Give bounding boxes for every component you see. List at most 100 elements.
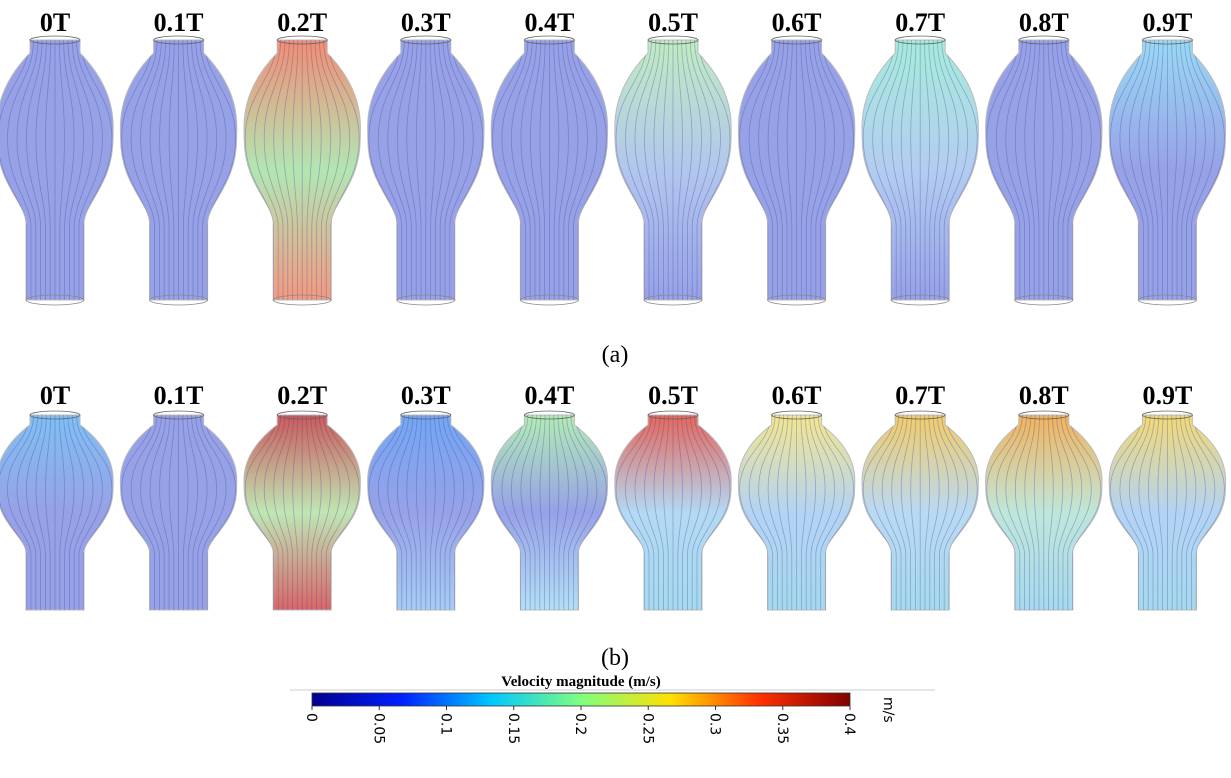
vessel-rim xyxy=(153,35,205,45)
streamline xyxy=(644,415,661,610)
streamline xyxy=(377,415,405,610)
colorbar-tick-label: 0.25 xyxy=(639,713,655,744)
streamline xyxy=(149,40,167,300)
streamline xyxy=(199,40,227,300)
streamline xyxy=(1014,415,1032,610)
vessel xyxy=(861,414,979,611)
streamline xyxy=(1024,415,1036,610)
vessel xyxy=(737,414,856,611)
streamline xyxy=(1060,40,1083,300)
streamline xyxy=(45,415,52,610)
streamline xyxy=(58,40,65,300)
streamline xyxy=(292,40,299,300)
time-label: 0.5T xyxy=(648,381,698,410)
streamline xyxy=(748,40,776,300)
streamline xyxy=(16,40,39,300)
streamline xyxy=(263,40,286,300)
streamline xyxy=(529,40,542,300)
streamlines xyxy=(368,40,484,300)
streamline xyxy=(694,415,721,610)
streamline xyxy=(1184,415,1206,610)
streamline xyxy=(1147,40,1160,300)
time-label: 0.5T xyxy=(648,8,698,37)
vessel xyxy=(119,414,238,611)
streamline xyxy=(1138,415,1155,610)
streamline xyxy=(681,40,693,300)
vessel-rim xyxy=(647,410,699,420)
streamline xyxy=(1175,415,1187,610)
time-label: 0T xyxy=(40,381,70,410)
streamline xyxy=(625,40,652,300)
streamline xyxy=(777,40,789,300)
streamline xyxy=(872,415,900,610)
vessel-rim xyxy=(1138,294,1197,306)
vessel-rim xyxy=(276,35,328,45)
streamline xyxy=(429,40,436,300)
streamline xyxy=(653,40,665,300)
streamline xyxy=(199,415,227,610)
streamline xyxy=(932,415,950,610)
streamline xyxy=(813,40,836,300)
streamline xyxy=(314,40,332,300)
streamline xyxy=(159,415,171,610)
streamline xyxy=(804,415,817,610)
streamline xyxy=(442,40,465,300)
streamlines xyxy=(1109,40,1225,300)
streamline xyxy=(273,40,290,300)
streamline xyxy=(130,40,158,300)
streamline xyxy=(625,415,652,610)
streamline xyxy=(263,415,286,610)
vessel-rim xyxy=(29,35,81,45)
vessel-rim xyxy=(771,35,822,45)
streamlines xyxy=(0,415,113,610)
streamline xyxy=(501,40,529,300)
time-label: 0.6T xyxy=(772,8,822,37)
colorbar-tick-label: 0.05 xyxy=(370,713,386,744)
streamline xyxy=(406,415,418,610)
streamline xyxy=(438,40,455,300)
streamline xyxy=(191,40,208,300)
vessel-rim xyxy=(276,410,328,420)
streamline xyxy=(1157,40,1164,300)
streamline xyxy=(446,40,474,300)
streamline xyxy=(1024,40,1036,300)
vessel-rim xyxy=(272,294,332,306)
streamline xyxy=(1005,40,1027,300)
streamline xyxy=(570,40,598,300)
vessel xyxy=(614,414,732,611)
time-label: 0.7T xyxy=(895,8,945,37)
streamline xyxy=(520,40,537,300)
streamline xyxy=(1119,40,1147,300)
vessel-rim xyxy=(643,294,703,306)
streamline xyxy=(557,415,569,610)
streamline xyxy=(67,415,84,610)
streamline xyxy=(195,40,218,300)
time-label: 0.1T xyxy=(154,8,204,37)
streamline xyxy=(149,415,167,610)
streamline xyxy=(941,415,969,610)
streamline xyxy=(168,40,175,300)
colorbar-tick-label: 0 xyxy=(303,713,319,722)
colorbar-tick-label: 0.3 xyxy=(707,713,723,735)
streamline xyxy=(319,40,341,300)
streamline xyxy=(406,40,418,300)
vessel-rim xyxy=(396,294,456,306)
streamline xyxy=(501,415,529,610)
colorbar xyxy=(311,692,851,707)
streamline xyxy=(689,40,712,300)
streamline xyxy=(323,40,351,300)
vessel-rim xyxy=(149,294,209,306)
vessel-rim xyxy=(647,35,699,45)
streamline xyxy=(1005,415,1027,610)
vessel-rim xyxy=(153,410,205,420)
streamline xyxy=(566,415,588,610)
time-label: 0.3T xyxy=(401,8,451,37)
streamline xyxy=(786,415,793,610)
streamline xyxy=(539,40,546,300)
vessel-rim xyxy=(1142,410,1193,420)
streamline xyxy=(310,40,322,300)
streamline xyxy=(377,40,405,300)
colorbar-unit: m/s xyxy=(880,697,896,723)
streamline xyxy=(446,415,474,610)
streamline xyxy=(767,415,785,610)
